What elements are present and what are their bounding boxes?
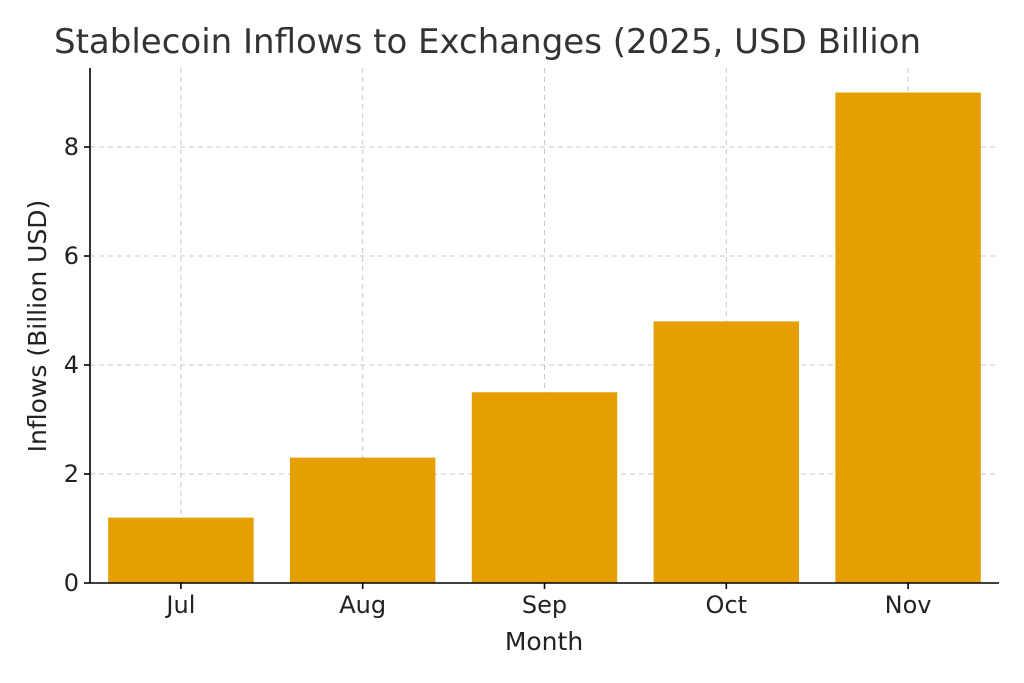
x-axis-label: Month [505,627,583,656]
x-tick-label: Oct [706,591,748,619]
bar-nov [835,92,981,584]
bar-oct [653,321,800,583]
bar-aug [289,457,436,583]
x-tick-label: Aug [339,591,386,619]
x-tick-label: Nov [885,591,932,619]
bars-layer [108,92,981,584]
y-tick-label: 4 [64,351,79,379]
y-tick-label: 0 [64,569,79,597]
y-ticks: 0 2 4 6 8 [64,133,90,597]
bar-sep [471,392,618,583]
chart-title: Stablecoin Inflows to Exchanges (2025, U… [54,22,921,62]
x-tick-label: Sep [522,591,567,619]
y-tick-label: 6 [64,242,79,270]
y-axis-label: Inflows (Billion USD) [23,200,52,453]
x-tick-label: Jul [164,591,195,619]
y-tick-label: 2 [64,460,79,488]
x-ticks: Jul Aug Sep Oct Nov [164,583,932,619]
y-tick-label: 8 [64,133,79,161]
bar-jul [108,517,254,583]
